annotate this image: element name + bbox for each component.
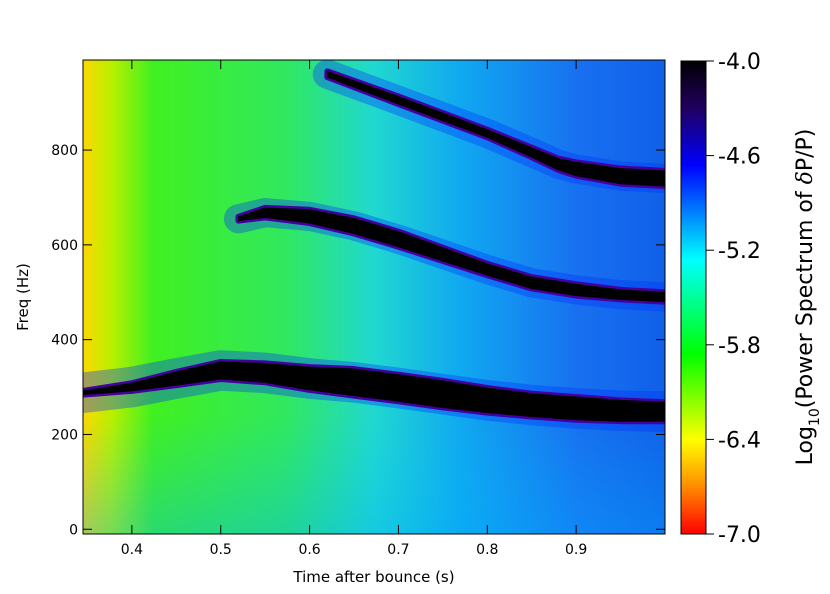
x-tick-label: 0.7 xyxy=(387,542,409,558)
colorbar-title: Log10(Power Spectrum of δP/P) xyxy=(793,129,823,466)
colorbar-title-subscript: 10 xyxy=(807,408,823,426)
colorbar-tick-label: -4.0 xyxy=(718,50,761,75)
colorbar-tick-label: -5.2 xyxy=(718,239,761,264)
band-ridge xyxy=(83,361,665,422)
x-tick-label: 0.5 xyxy=(210,542,232,558)
x-axis: 0.4 0.5 0.6 0.7 0.8 0.9 xyxy=(121,60,587,558)
colorbar-tick-label: -5.8 xyxy=(718,334,761,359)
plot-area xyxy=(83,60,665,534)
y-axis: 0 200 400 600 800 xyxy=(51,143,665,538)
colorbar-tick-label: -4.6 xyxy=(718,145,761,170)
colorbar-title-main: (Power Spectrum of xyxy=(793,184,818,408)
colorbar-title-delta: δ xyxy=(793,171,818,184)
band-ridge xyxy=(326,70,665,187)
x-tick-label: 0.6 xyxy=(298,542,320,558)
colorbar-axis: -4.0 -4.6 -5.2 -5.8 -6.4 -7.0 xyxy=(706,50,761,548)
y-tick-label: 800 xyxy=(51,143,78,159)
x-tick-label: 0.9 xyxy=(565,542,587,558)
y-tick-label: 200 xyxy=(51,427,78,443)
y-tick-label: 0 xyxy=(69,522,78,538)
colorbar-tick-label: -7.0 xyxy=(718,523,761,548)
plot-frame xyxy=(82,59,666,535)
colorbar-tick-label: -6.4 xyxy=(718,428,761,453)
x-tick-label: 0.4 xyxy=(121,542,143,558)
colorbar-title-log: Log xyxy=(793,426,818,465)
y-tick-label: 600 xyxy=(51,238,78,254)
x-axis-title: Time after bounce (s) xyxy=(292,568,454,586)
colorbar xyxy=(680,60,707,535)
y-axis-title: Freq (Hz) xyxy=(14,263,32,331)
x-tick-label: 0.8 xyxy=(476,542,498,558)
y-tick-label: 400 xyxy=(51,333,78,349)
colorbar-title-tail: P/P) xyxy=(793,129,818,172)
band-ridge xyxy=(237,207,665,303)
mode-bands xyxy=(83,60,665,432)
